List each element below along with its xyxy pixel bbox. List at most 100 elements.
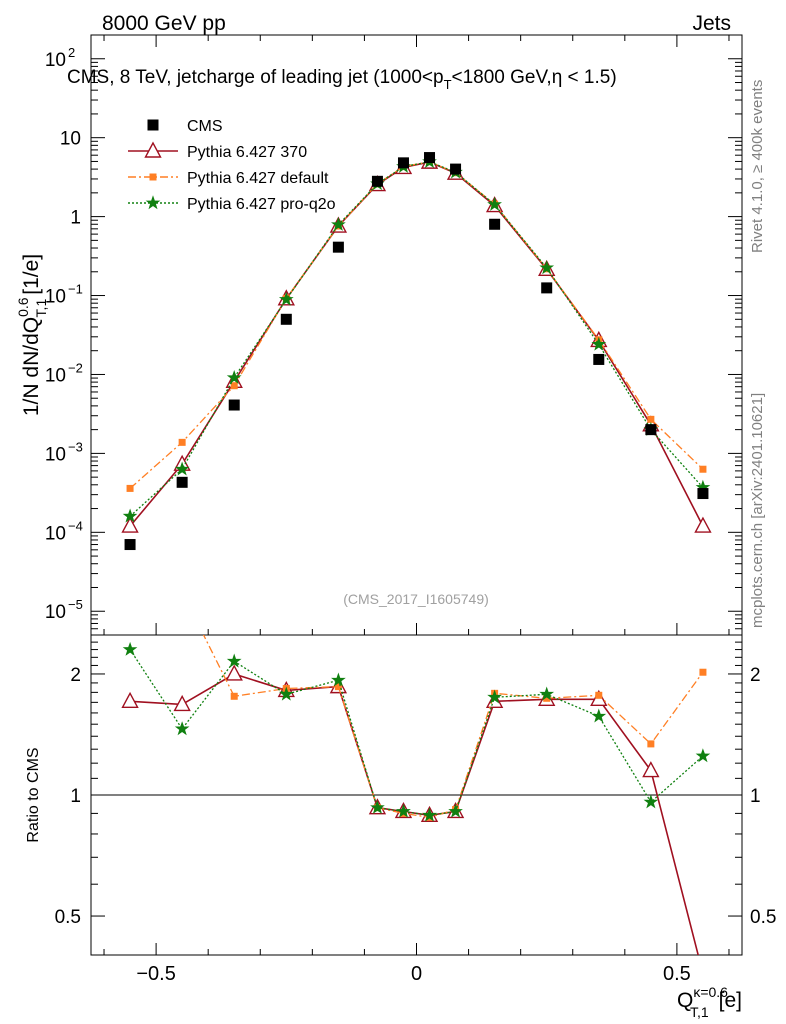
data-point: [422, 807, 437, 822]
data-point: [539, 686, 555, 701]
data-point: [487, 689, 502, 704]
data-point: [591, 336, 607, 351]
data-point: [699, 668, 707, 676]
data-point: [697, 488, 709, 500]
data-point: [122, 641, 138, 656]
legend: CMS Pythia 6.427 370 Pythia 6.427 default P…: [128, 118, 336, 213]
ratio-tick-label-right: 0.5: [750, 907, 776, 928]
ratio-series-3: [122, 641, 711, 822]
rivet-label: Rivet 4.1.0, ≥ 400k events: [749, 80, 766, 253]
data-point: [121, 516, 139, 533]
y-tick-label: 10: [45, 365, 66, 386]
series-0: [124, 152, 709, 551]
y-tick-exponent: −4: [68, 518, 83, 533]
ratio-tick-label: 1: [70, 786, 81, 807]
data-point: [173, 694, 191, 712]
data-point: [643, 794, 659, 809]
data-point: [334, 683, 342, 691]
data-point: [593, 353, 605, 365]
data-point: [489, 218, 501, 230]
data-point: [122, 508, 138, 523]
data-point: [694, 516, 712, 533]
header-right: Jets: [692, 12, 731, 35]
y-tick-label: 10: [45, 444, 66, 465]
data-point: [539, 260, 555, 275]
y-axis-label: 1/N dN/dQ0.6 T,1[1/e]: [15, 254, 49, 416]
data-point: [149, 173, 157, 181]
data-point: [450, 163, 462, 175]
ratio-tick-label-right: 2: [750, 665, 761, 686]
x-axis-label: Qκ=0.6 T,1 [e]: [677, 984, 742, 1020]
data-point: [226, 369, 242, 384]
ratio-line: [202, 635, 704, 818]
data-point: [595, 691, 603, 699]
data-point: [699, 465, 707, 473]
y-tick-label: 10: [45, 50, 66, 71]
data-point: [226, 653, 242, 668]
ratio-tick-label-right: 1: [750, 786, 761, 807]
data-point: [332, 241, 344, 253]
ratio-series-2: [202, 635, 707, 821]
data-point: [124, 539, 136, 551]
data-point: [331, 216, 346, 231]
y-tick-exponent: −5: [68, 597, 83, 612]
series-line: [129, 161, 704, 517]
legend-label: Pythia 6.427 pro-q2o: [187, 196, 336, 213]
data-point: [645, 424, 657, 436]
data-point: [647, 740, 655, 748]
x-tick-label: −0.5: [136, 963, 175, 985]
y-tick-label: 10: [45, 287, 66, 308]
data-point: [145, 195, 161, 210]
data-point: [176, 476, 188, 488]
data-point: [121, 691, 139, 709]
data-point: [280, 313, 292, 325]
y-tick-label: 1: [70, 208, 81, 229]
ratio-line: [130, 673, 700, 955]
data-point: [487, 196, 502, 211]
ratio-line: [129, 649, 704, 816]
data-point: [174, 721, 190, 736]
chart-title: CMS, 8 TeV, jetcharge of leading jet (10…: [67, 67, 617, 92]
data-point: [225, 664, 243, 681]
y-tick-exponent: −1: [68, 282, 83, 297]
y-tick-exponent: −2: [68, 360, 83, 375]
data-point: [695, 748, 711, 763]
data-point: [331, 672, 346, 687]
x-tick-label: 0: [411, 963, 422, 985]
y-tick-exponent: −3: [68, 439, 83, 454]
data-point: [228, 399, 240, 411]
ratio-tick-label: 0.5: [55, 907, 81, 928]
series-line: [129, 161, 704, 527]
header-left: 8000 GeV pp: [102, 12, 226, 35]
data-point: [147, 119, 159, 131]
data-point: [126, 484, 134, 492]
data-point: [397, 157, 409, 169]
series-layer: [121, 152, 712, 955]
data-point: [396, 803, 411, 818]
data-point: [230, 692, 238, 700]
data-point: [178, 438, 186, 446]
y-tick-label: 10: [45, 602, 66, 623]
data-point: [541, 282, 553, 294]
data-point: [278, 686, 294, 701]
ratio-y-axis-label: Ratio to CMS: [25, 747, 42, 842]
data-point: [642, 761, 660, 778]
legend-label: CMS: [187, 118, 223, 135]
data-point: [448, 803, 463, 818]
legend-label: Pythia 6.427 default: [187, 170, 329, 187]
legend-label: Pythia 6.427 370: [187, 144, 307, 161]
data-point: [591, 708, 607, 723]
data-point: [424, 152, 436, 164]
data-point: [278, 291, 294, 306]
y-tick-label: 10: [60, 129, 81, 150]
analysis-id: (CMS_2017_I1605749): [343, 591, 489, 607]
mcplots-label: mcplots.cern.ch [arXiv:2401.10621]: [749, 393, 766, 628]
y-tick-label: 10: [45, 523, 66, 544]
data-point: [370, 799, 385, 814]
ratio-tick-label: 2: [70, 665, 81, 686]
data-point: [144, 141, 162, 158]
data-point: [543, 694, 551, 702]
data-point: [371, 175, 383, 187]
